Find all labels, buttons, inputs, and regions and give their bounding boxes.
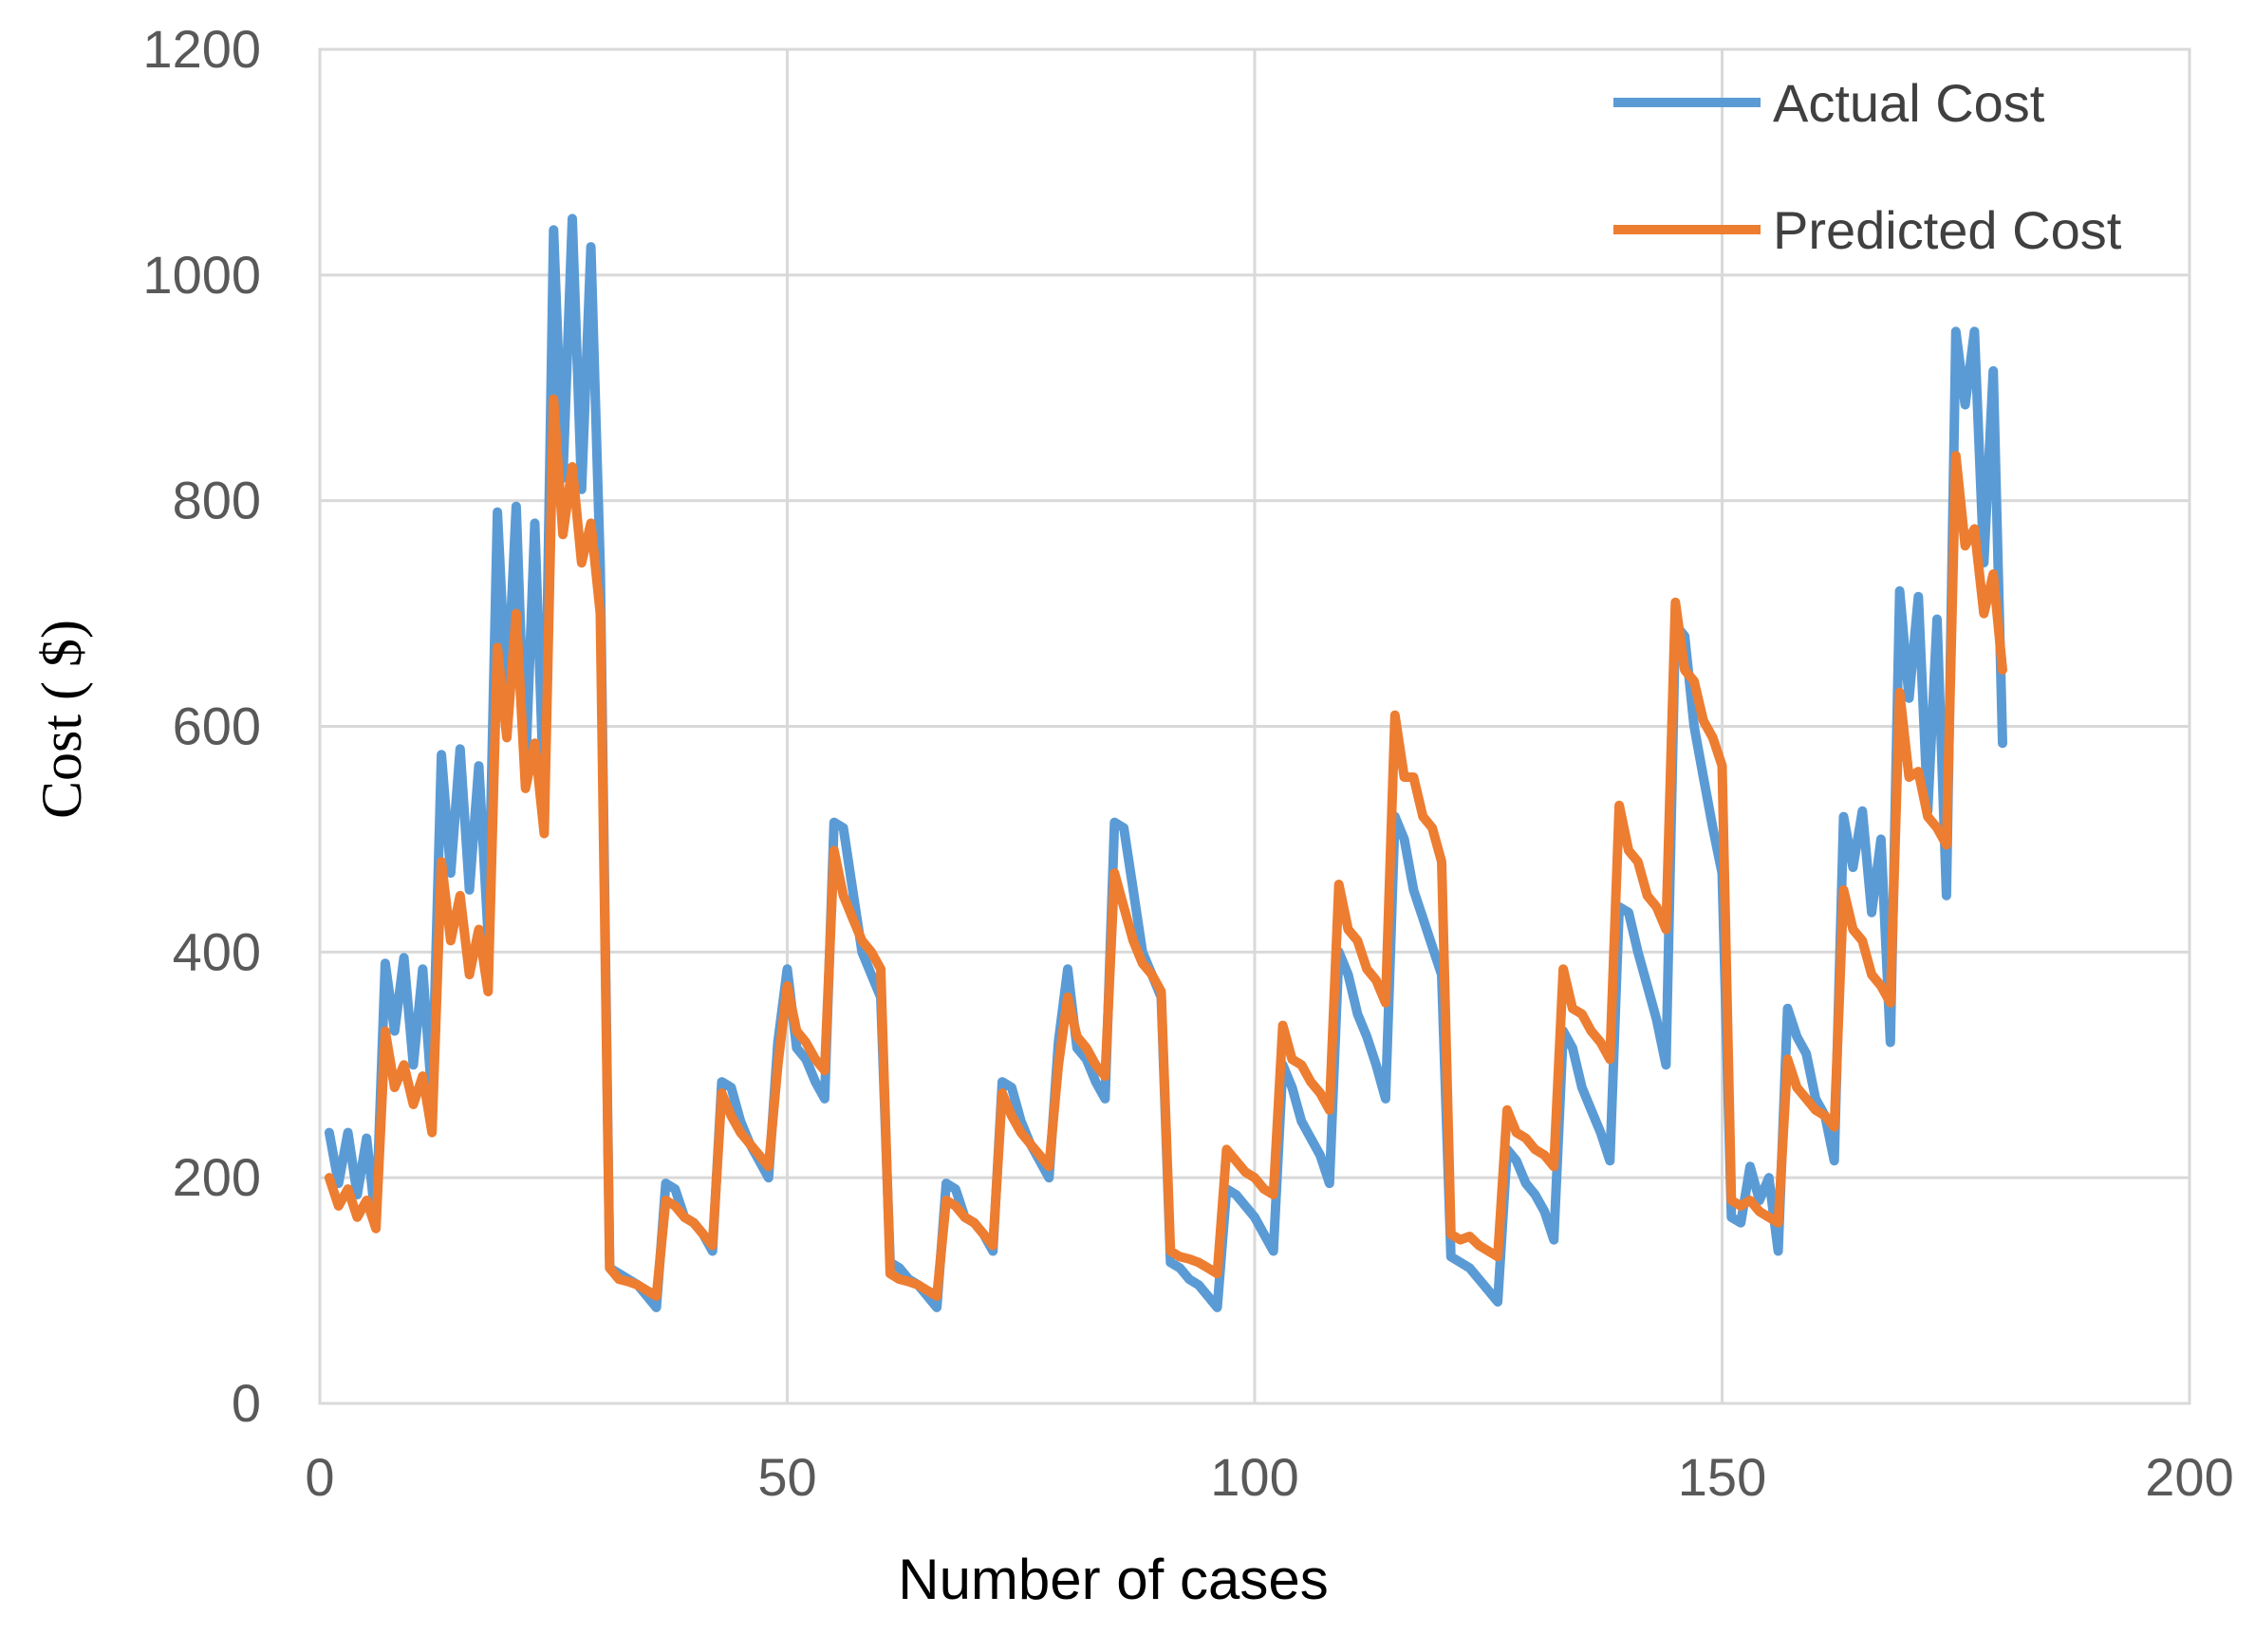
x-tick-label: 200 — [2145, 1447, 2233, 1507]
series-line-predicted-cost — [324, 394, 2007, 1301]
x-tick-label: 0 — [305, 1447, 334, 1507]
x-tick-label: 150 — [1678, 1447, 1766, 1507]
y-axis-ticks: 0 200 400 600 800 1000 1200 — [142, 19, 261, 1433]
series-lines — [324, 213, 2007, 1312]
y-tick-label: 0 — [232, 1373, 261, 1433]
x-axis-ticks: 0 50 100 150 200 — [305, 1447, 2233, 1507]
y-tick-label: 800 — [173, 471, 261, 530]
plot-frame — [318, 47, 2191, 1405]
y-axis-title: Cost ( $) — [30, 620, 93, 819]
y-tick-label: 600 — [173, 696, 261, 756]
y-tick-label: 400 — [173, 921, 261, 981]
legend: Actual Cost Predicted Cost — [1613, 73, 2122, 260]
plot-border — [318, 47, 2191, 1405]
x-axis-title: Number of cases — [898, 1548, 1329, 1611]
x-tick-label: 100 — [1210, 1447, 1298, 1507]
y-tick-label: 200 — [173, 1147, 261, 1207]
x-tick-label: 50 — [757, 1447, 816, 1507]
legend-label-predicted-cost: Predicted Cost — [1773, 200, 2122, 260]
legend-label-actual-cost: Actual Cost — [1773, 73, 2045, 133]
y-tick-label: 1000 — [142, 245, 261, 305]
y-tick-label: 1200 — [142, 19, 261, 79]
